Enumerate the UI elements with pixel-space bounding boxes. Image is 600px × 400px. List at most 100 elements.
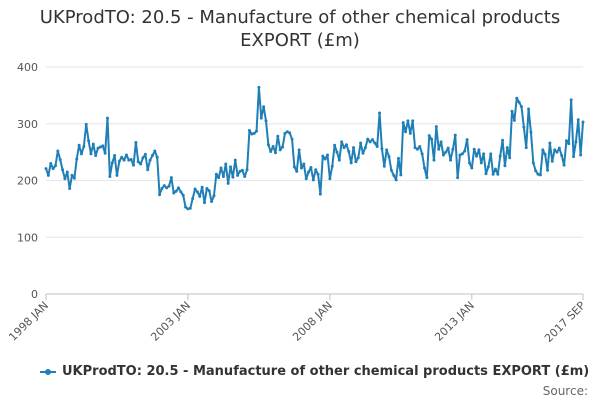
data-point[interactable] [439,140,443,144]
data-point[interactable] [456,176,460,180]
data-point[interactable] [579,153,583,157]
data-point[interactable] [304,177,308,181]
data-point[interactable] [281,145,285,149]
data-point[interactable] [553,148,557,152]
data-point[interactable] [63,177,67,181]
data-point[interactable] [273,151,277,155]
data-point[interactable] [562,163,566,167]
data-point[interactable] [122,158,126,162]
data-point[interactable] [387,155,391,159]
data-point[interactable] [288,131,292,135]
data-point[interactable] [534,169,538,173]
data-point[interactable] [207,189,211,193]
data-point[interactable] [53,164,57,168]
data-point[interactable] [79,152,83,156]
data-point[interactable] [61,168,65,172]
data-point[interactable] [501,138,505,142]
data-point[interactable] [295,169,299,173]
data-point[interactable] [271,144,275,148]
data-point[interactable] [370,138,374,142]
data-point[interactable] [564,139,568,143]
data-point[interactable] [519,105,523,109]
data-point[interactable] [65,170,69,174]
data-point[interactable] [96,146,100,150]
data-point[interactable] [266,143,270,147]
data-point[interactable] [302,162,306,166]
data-point[interactable] [205,186,209,190]
data-point[interactable] [408,131,412,135]
data-point[interactable] [292,165,296,169]
data-point[interactable] [359,141,363,145]
data-point[interactable] [219,166,223,170]
data-point[interactable] [396,156,400,160]
data-point[interactable] [581,120,585,124]
data-point[interactable] [423,166,426,170]
data-point[interactable] [574,140,578,144]
data-point[interactable] [479,161,483,165]
data-point[interactable] [188,206,192,210]
data-point[interactable] [75,157,79,161]
data-point[interactable] [139,162,143,166]
data-point[interactable] [489,152,493,156]
data-point[interactable] [134,140,138,144]
data-point[interactable] [361,151,365,155]
data-point[interactable] [127,158,131,162]
data-point[interactable] [224,162,228,166]
data-point[interactable] [181,193,185,197]
data-point[interactable] [110,161,114,165]
data-point[interactable] [389,168,393,172]
data-point[interactable] [98,145,102,149]
data-point[interactable] [210,200,214,203]
data-point[interactable] [117,159,121,163]
data-point[interactable] [569,98,573,102]
data-point[interactable] [108,175,112,179]
data-point[interactable] [250,132,254,136]
data-point[interactable] [550,159,554,163]
data-point[interactable] [437,147,441,151]
data-point[interactable] [567,142,571,146]
data-point[interactable] [238,169,242,173]
data-point[interactable] [326,153,330,157]
data-point[interactable] [460,152,464,156]
data-point[interactable] [217,176,221,180]
data-point[interactable] [103,151,107,155]
data-point[interactable] [543,152,547,156]
data-point[interactable] [531,161,535,165]
data-point[interactable] [290,137,294,141]
data-point[interactable] [51,167,55,171]
data-point[interactable] [557,146,561,150]
data-point[interactable] [508,156,512,160]
data-point[interactable] [378,111,382,115]
data-point[interactable] [382,164,386,168]
data-point[interactable] [58,158,62,161]
data-point[interactable] [503,164,507,168]
data-point[interactable] [349,161,353,165]
data-point[interactable] [548,141,552,145]
data-point[interactable] [505,146,509,150]
data-point[interactable] [340,140,344,144]
data-point[interactable] [226,181,230,185]
data-point[interactable] [541,148,545,152]
data-point[interactable] [366,137,370,141]
data-point[interactable] [572,155,576,159]
data-point[interactable] [155,155,159,159]
data-point[interactable] [162,184,166,188]
data-point[interactable] [200,185,204,189]
data-point[interactable] [498,154,502,158]
data-point[interactable] [420,152,424,156]
data-point[interactable] [524,146,528,150]
data-point[interactable] [278,148,282,152]
data-point[interactable] [255,129,259,133]
data-point[interactable] [195,190,199,194]
data-point[interactable] [72,176,76,180]
data-point[interactable] [203,201,206,205]
data-point[interactable] [316,172,320,176]
data-point[interactable] [458,153,462,157]
data-point[interactable] [184,205,188,209]
data-point[interactable] [446,146,450,150]
data-point[interactable] [193,187,197,191]
data-point[interactable] [467,161,471,165]
series-line[interactable] [45,86,584,210]
data-point[interactable] [233,158,237,162]
data-point[interactable] [328,177,332,181]
